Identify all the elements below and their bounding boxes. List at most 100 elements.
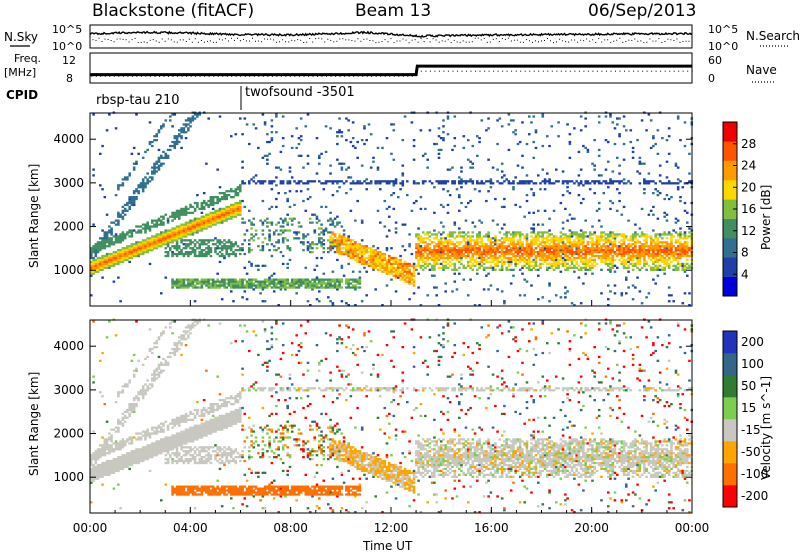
power-cell <box>132 190 136 193</box>
nsearch-dot <box>402 38 404 40</box>
power-cell <box>288 282 292 285</box>
power-cell <box>239 280 242 283</box>
power-cell <box>494 239 497 242</box>
power-cell <box>286 262 289 266</box>
power-cell <box>191 231 195 234</box>
power-cell <box>575 243 578 246</box>
power-cell <box>679 139 682 142</box>
power-cell <box>494 254 497 258</box>
power-cell <box>132 229 136 232</box>
power-cell <box>467 294 470 297</box>
power-cell <box>618 233 621 236</box>
power-cell <box>638 258 642 262</box>
power-cell <box>446 247 450 250</box>
power-cell <box>313 180 317 183</box>
power-cell <box>611 251 615 254</box>
power-cell <box>528 252 531 256</box>
power-cell <box>647 113 651 116</box>
power-cell <box>627 270 630 273</box>
power-cell <box>112 258 116 262</box>
power-cell <box>579 268 583 271</box>
freq-tick-12: 12 <box>62 54 76 67</box>
power-cell <box>198 207 201 211</box>
power-cell <box>647 254 651 258</box>
nsearch-dot <box>607 39 609 41</box>
power-cell <box>638 156 642 159</box>
power-cell <box>236 213 240 216</box>
power-cell <box>166 154 170 157</box>
power-cell <box>652 192 655 195</box>
power-cell <box>342 251 346 254</box>
power-cell <box>331 280 335 283</box>
power-cell <box>338 251 341 254</box>
nsearch-dot <box>399 40 401 42</box>
nsearch-dot <box>348 39 350 41</box>
nave-dot <box>610 70 612 72</box>
power-cell <box>254 182 258 185</box>
power-cell <box>473 239 477 242</box>
power-cell <box>568 256 572 260</box>
power-cell <box>135 252 138 256</box>
power-cell <box>419 266 423 269</box>
power-cell <box>460 256 463 260</box>
power-cell <box>507 113 511 116</box>
power-cell <box>437 152 441 155</box>
power-cell <box>543 256 547 260</box>
power-cell <box>421 237 425 240</box>
power-cell <box>602 249 606 252</box>
power-cell <box>160 127 163 130</box>
power-cell <box>591 180 594 183</box>
power-cell <box>638 256 642 260</box>
power-cell <box>239 117 242 120</box>
power-cell <box>665 260 669 264</box>
power-cell <box>419 237 423 240</box>
power-cell <box>439 233 443 236</box>
power-cell <box>500 247 504 250</box>
power-cell <box>464 251 468 254</box>
power-cell <box>503 180 506 183</box>
power-cell <box>252 217 256 220</box>
power-cell <box>518 247 522 250</box>
power-cell <box>514 249 517 252</box>
power-cell <box>239 201 242 205</box>
power-cell <box>392 123 396 126</box>
power-cell <box>390 272 393 275</box>
nsearch-dot <box>273 39 275 41</box>
power-cell <box>672 258 675 262</box>
power-cell <box>618 252 621 256</box>
power-cell <box>261 233 265 236</box>
power-cell <box>620 249 624 252</box>
power-cell <box>591 243 594 246</box>
power-cell <box>126 245 129 248</box>
power-cell <box>442 182 445 185</box>
power-cell <box>433 186 436 189</box>
power-cell <box>329 284 332 287</box>
power-cell <box>187 286 190 289</box>
power-cell <box>184 205 188 209</box>
nsearch-dot <box>628 39 630 41</box>
nsearch-dot <box>122 38 124 40</box>
nsearch-dot <box>438 41 440 43</box>
power-cell <box>523 247 526 250</box>
power-cell <box>548 217 551 220</box>
power-cell <box>446 241 450 244</box>
power-cell <box>661 237 664 240</box>
power-cell <box>281 282 285 285</box>
power-cell <box>667 252 671 256</box>
power-cell <box>216 221 219 224</box>
power-cell <box>211 203 215 207</box>
power-cell <box>108 262 111 266</box>
power-cell <box>670 247 673 250</box>
power-cell <box>96 268 100 271</box>
power-cell <box>379 221 382 224</box>
power-cell <box>656 245 660 248</box>
power-cell <box>157 166 161 169</box>
power-cell <box>478 245 481 248</box>
power-cell <box>573 264 576 267</box>
power-cell <box>629 254 633 258</box>
power-cell <box>114 233 118 236</box>
power-cell <box>327 278 330 281</box>
power-cell <box>162 237 165 240</box>
power-cell <box>645 239 648 242</box>
power-cell <box>225 217 228 220</box>
